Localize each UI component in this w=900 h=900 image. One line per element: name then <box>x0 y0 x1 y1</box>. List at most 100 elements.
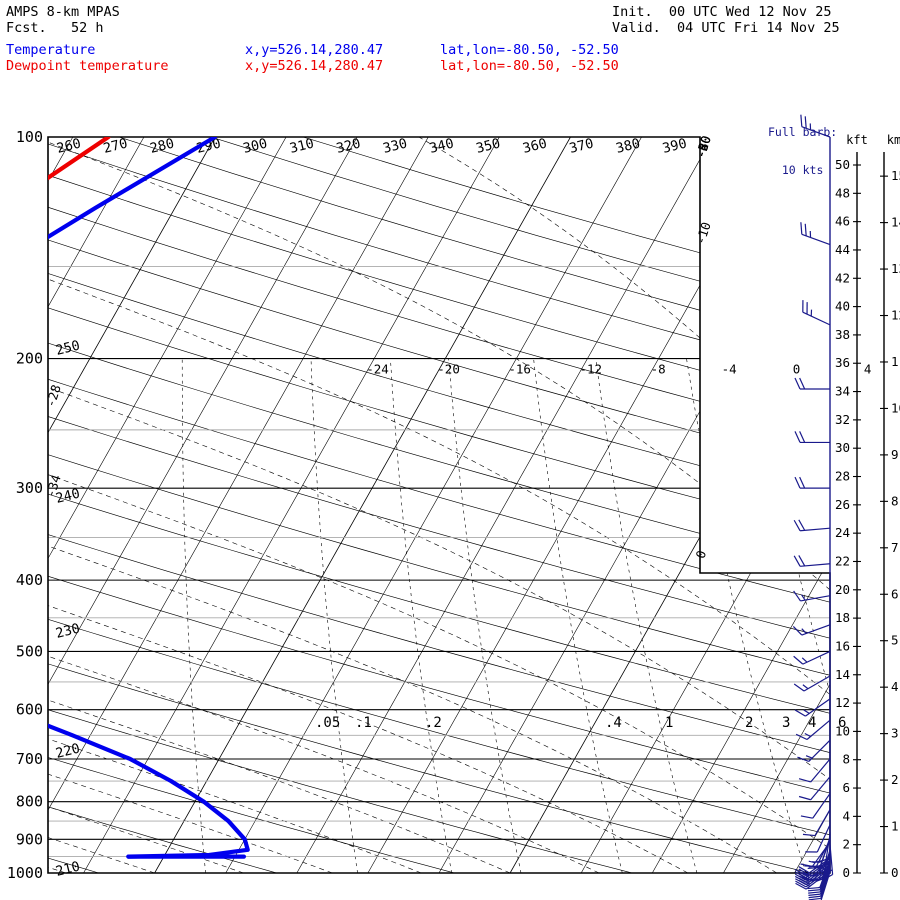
svg-text:-8: -8 <box>651 362 666 377</box>
svg-text:2.: 2. <box>891 772 900 787</box>
plot-background <box>48 137 830 873</box>
svg-text:10: 10 <box>835 723 850 738</box>
svg-text:.1: .1 <box>355 715 372 731</box>
svg-text:22: 22 <box>835 553 850 568</box>
svg-text:400: 400 <box>16 571 43 589</box>
svg-text:0: 0 <box>793 362 801 377</box>
svg-text:.4: .4 <box>605 715 622 731</box>
svg-text:3: 3 <box>782 715 790 731</box>
svg-text:14: 14 <box>835 667 850 682</box>
svg-text:250: 250 <box>54 337 82 358</box>
svg-text:38: 38 <box>835 327 850 342</box>
svg-text:1.: 1. <box>891 819 900 834</box>
svg-text:2: 2 <box>842 837 850 852</box>
svg-text:900: 900 <box>16 830 43 848</box>
svg-text:0: 0 <box>693 549 710 561</box>
svg-text:700: 700 <box>16 750 43 768</box>
svg-text:-34: -34 <box>43 473 64 499</box>
svg-text:-16: -16 <box>508 362 531 377</box>
temperature-latlon: lat,lon=-80.50, -52.50 <box>440 42 619 58</box>
svg-text:34: 34 <box>835 384 850 399</box>
svg-text:-10: -10 <box>693 220 714 246</box>
svg-text:1000: 1000 <box>7 864 43 882</box>
svg-text:100: 100 <box>16 128 43 146</box>
svg-text:300: 300 <box>241 135 269 156</box>
svg-text:kft: kft <box>846 133 868 147</box>
svg-text:6: 6 <box>838 715 846 731</box>
svg-text:20: 20 <box>835 582 850 597</box>
svg-text:230: 230 <box>54 620 82 641</box>
mixing-ratio-labels: .05 .1 .2 .4 1 2 3 4 6 <box>315 715 846 731</box>
init-time: Init. 00 UTC Wed 12 Nov 25 <box>612 4 832 20</box>
theta-labels: 260 270 280 290 300 310 320 330 340 350 360 370 380 3… <box>43 135 689 879</box>
svg-text:-40: -40 <box>693 134 714 160</box>
svg-text:50: 50 <box>835 157 850 172</box>
svg-text:-30: -30 <box>693 134 714 160</box>
svg-text:300: 300 <box>16 479 43 497</box>
svg-text:370: 370 <box>568 135 596 156</box>
svg-text:12.: 12. <box>891 308 900 323</box>
isotherms <box>48 137 830 873</box>
full-barb-line2: 10 kts <box>781 162 824 177</box>
svg-text:220: 220 <box>54 740 82 761</box>
svg-text:380: 380 <box>614 135 642 156</box>
svg-text:330: 330 <box>381 135 409 156</box>
svg-text:-12: -12 <box>579 362 602 377</box>
svg-text:5.: 5. <box>891 633 900 648</box>
svg-text:4: 4 <box>842 808 850 823</box>
svg-text:200: 200 <box>16 350 43 368</box>
svg-text:290: 290 <box>195 135 223 156</box>
svg-text:800: 800 <box>16 793 43 811</box>
svg-text:0.: 0. <box>891 865 900 880</box>
svg-text:24: 24 <box>835 525 850 540</box>
altitude-axis: kft km02468101214161820222426283032343638… <box>835 133 900 880</box>
svg-text:18: 18 <box>835 610 850 625</box>
svg-text:13.: 13. <box>891 261 900 276</box>
full-barb-line1: Full barb: <box>768 125 838 139</box>
svg-text:48: 48 <box>835 185 850 200</box>
svg-text:340: 340 <box>428 135 456 156</box>
dewpoint-latlon: lat,lon=-80.50, -52.50 <box>440 58 619 74</box>
svg-text:30: 30 <box>835 440 850 455</box>
svg-text:36: 36 <box>835 355 850 370</box>
svg-text:28: 28 <box>835 469 850 484</box>
temperature-legend-label: Temperature <box>6 42 96 58</box>
svg-text:16: 16 <box>835 638 850 653</box>
svg-text:.05: .05 <box>315 715 340 731</box>
svg-text:600: 600 <box>16 701 43 719</box>
svg-text:km: km <box>887 133 900 147</box>
svg-text:500: 500 <box>16 642 43 660</box>
forecast-hour: Fcst. 52 h <box>6 20 104 36</box>
isotherm-labels: -24-20-16-12-8-40481216-130-120-110-100-… <box>366 134 872 561</box>
svg-text:-24: -24 <box>366 362 389 377</box>
svg-text:210: 210 <box>54 858 82 879</box>
svg-text:310: 310 <box>288 135 316 156</box>
svg-text:42: 42 <box>835 270 850 285</box>
svg-text:15.: 15. <box>891 168 900 183</box>
svg-text:-20: -20 <box>693 134 714 160</box>
svg-text:12: 12 <box>835 695 850 710</box>
full-barb-legend: Full barb: 10 kts <box>768 101 837 201</box>
svg-text:4.: 4. <box>891 679 900 694</box>
svg-text:4: 4 <box>864 362 872 377</box>
svg-text:26: 26 <box>835 497 850 512</box>
svg-text:-60: -60 <box>693 134 714 160</box>
svg-text:44: 44 <box>835 242 850 257</box>
svg-text:10.: 10. <box>891 400 900 415</box>
wind-barb-column <box>792 114 834 900</box>
model-title: AMPS 8-km MPAS <box>6 4 120 20</box>
svg-text:40: 40 <box>835 299 850 314</box>
pressure-axis-labels: 100 200 300 400 500 600 700 800 900 1000 <box>7 128 43 882</box>
svg-text:4: 4 <box>808 715 816 731</box>
svg-text:280: 280 <box>148 135 176 156</box>
temperature-xy: x,y=526.14,280.47 <box>245 42 384 58</box>
svg-text:11.: 11. <box>891 354 900 369</box>
svg-text:14.: 14. <box>891 215 900 230</box>
svg-text:-28: -28 <box>43 383 64 409</box>
svg-text:360: 360 <box>521 135 549 156</box>
svg-text:6: 6 <box>842 780 850 795</box>
svg-text:320: 320 <box>335 135 363 156</box>
svg-text:46: 46 <box>835 214 850 229</box>
svg-text:.2: .2 <box>425 715 442 731</box>
